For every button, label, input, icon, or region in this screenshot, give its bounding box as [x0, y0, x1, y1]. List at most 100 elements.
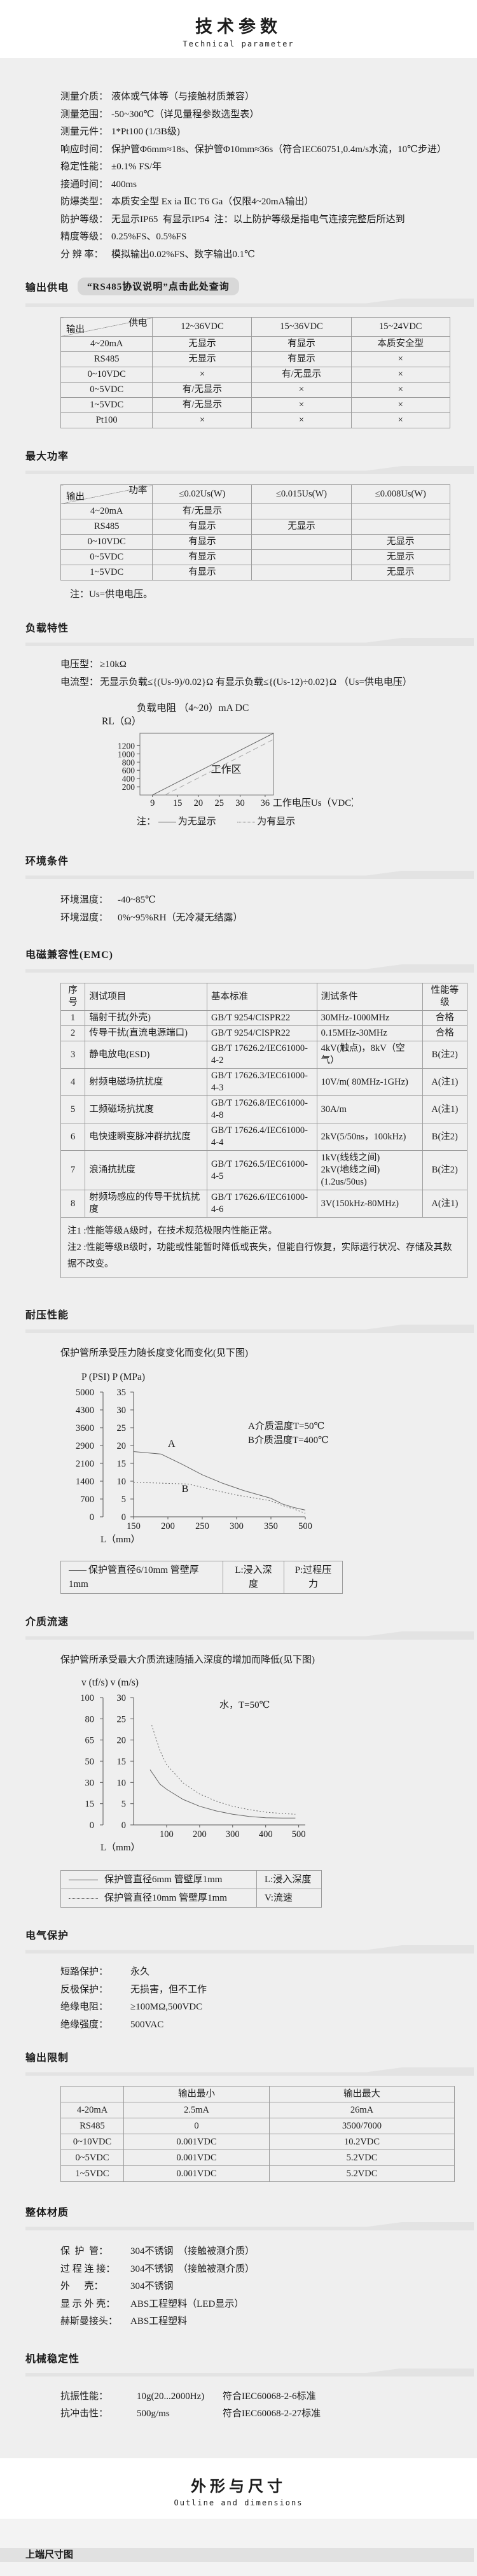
table-cell: 有显示 [152, 565, 252, 581]
section-title-limits: 输出限制 [25, 2053, 69, 2064]
spec-label: 防护等级： [60, 214, 109, 225]
spec-value: 0.25%FS、0.5%FS [111, 232, 187, 242]
svg-text:5: 5 [121, 1799, 126, 1810]
table-cell: 有/无显示 [152, 397, 252, 413]
spec-label: 接通时间： [60, 179, 109, 190]
table-cell: 0~5VDC [60, 2150, 125, 2166]
outline-section-header: 外形与尺寸 Outline and dimensions [0, 2458, 477, 2519]
svg-text:10: 10 [117, 1477, 127, 1487]
table-cell: GB/T 17626.6/IEC61000-4-6 [207, 1190, 317, 1218]
table-cell: B(注2) [422, 1150, 468, 1190]
svg-text:600: 600 [122, 766, 135, 775]
svg-text:15: 15 [85, 1799, 95, 1810]
table-cell [251, 565, 352, 581]
spec-value: 1*Pt100 (1/3B级) [111, 127, 180, 137]
spec-label: 稳定性能： [60, 162, 109, 172]
general-parameter-list: 测量介质： 液体或气体等（与接触材质兼容） 测量范围： -50~300℃（详见量程参数… [60, 88, 477, 264]
table-cell: × [350, 397, 451, 413]
pressure-chart-title: P (PSI) P (MPa) [81, 1372, 146, 1383]
corner-bottom-left-label: 输出 [66, 492, 85, 502]
spec-row: 环境湿度： 0%~95%RH（无冷凝无结露） [60, 910, 477, 927]
spec-row: 绝缘强度： 500VAC [60, 2016, 477, 2034]
table-cell: 0.15MHz-30MHz [316, 1025, 423, 1041]
flow-chart-legend-table: 保护管直径6mm 管壁厚1mm L:浸入深度 保护管直径10mm 管壁厚1mm V:流… [60, 1870, 322, 1908]
table-cell: RS485 [60, 351, 153, 367]
table-header-cell: 测试项目 [85, 983, 208, 1011]
table-cell: 0~10VDC [60, 2134, 125, 2150]
table-cell: 10.2VDC [269, 2134, 455, 2150]
table-cell: 无显示 [350, 549, 451, 565]
spec-extra: 符合IEC60068-2-6标准 [223, 2391, 316, 2402]
svg-text:9: 9 [150, 798, 155, 808]
table-header-cell: 输出最大 [269, 2086, 455, 2102]
section-title-output-supply: 输出供电 [25, 283, 69, 293]
table-cell: B(注2) [422, 1123, 468, 1151]
svg-text:20: 20 [117, 1736, 127, 1746]
svg-text:700: 700 [80, 1495, 94, 1505]
svg-text:200: 200 [193, 1829, 207, 1840]
spec-label: 绝缘强度： [60, 2019, 109, 2030]
rs485-protocol-link-button[interactable]: “RS485协议说明”点击此处查询 [78, 278, 239, 295]
table-cell: GB/T 17626.5/IEC61000-4-5 [207, 1150, 317, 1190]
table-cell [350, 519, 451, 535]
table-cell: A(注1) [422, 1068, 468, 1096]
section-title-environment: 环境条件 [25, 856, 69, 867]
table-cell: 有/无显示 [251, 367, 352, 383]
table-cell: 0.001VDC [123, 2150, 270, 2166]
table-row: 0~5VDC 有显示 无显示 [60, 549, 451, 565]
svg-text:水，T=50℃: 水，T=50℃ [219, 1700, 270, 1710]
svg-text:5: 5 [121, 1495, 126, 1505]
svg-text:35: 35 [117, 1388, 127, 1398]
spec-value: 10g(20...2000Hz) [137, 2391, 205, 2402]
spec-label: 短路保护： [60, 1967, 109, 1977]
spec-label: 反极保护： [60, 1984, 109, 1995]
emc-test-table: 序号 测试项目 基本标准 测试条件 性能等级 1 辐射干扰(外壳) GB/T 9254/CIS… [60, 983, 468, 1278]
section-band-decoration [25, 2067, 474, 2076]
spec-value: -50~300℃（详见量程参数选型表） [111, 109, 259, 120]
table-cell: 4 [60, 1068, 86, 1096]
spec-extra: （接触被测介质） [173, 2246, 255, 2256]
spec-label: 测量元件： [60, 127, 109, 137]
table-cell: GB/T 17626.2/IEC61000-4-2 [207, 1041, 317, 1069]
spec-extra: 符合IEC60068-2-27标准 [223, 2409, 321, 2419]
spec-row: 分 辨 率： 模拟输出0.02%FS、数字输出0.1℃ [60, 246, 477, 264]
svg-text:B: B [182, 1484, 189, 1495]
spec-value: 保护管Φ6mm≈18s、保护管Φ10mm≈36s（符合IEC60751,0.4m… [111, 144, 446, 155]
section-band-decoration [25, 1325, 474, 1333]
flow-description: 保护管所承受最大介质流速随插入深度的增加而降低(见下图) [60, 1655, 315, 1665]
table-cell: 0~5VDC [60, 382, 153, 398]
materials-spec-list: 保 护 管： 304不锈钢 （接触被测介质） 过 程 连 接： 304不锈钢 （接触被… [60, 2243, 477, 2331]
table-cell: GB/T 17626.8/IEC61000-4-8 [207, 1095, 317, 1123]
svg-text:A: A [168, 1439, 176, 1449]
table-row: 3 静电放电(ESD) GB/T 17626.2/IEC61000-4-2 4kV(触… [60, 1041, 468, 1069]
solid-line-sample-icon [69, 1570, 86, 1572]
table-cell: 有显示 [152, 534, 252, 550]
svg-text:50: 50 [85, 1757, 95, 1767]
table-cell: GB/T 9254/CISPR22 [207, 1010, 317, 1026]
svg-text:0: 0 [121, 1820, 126, 1831]
spec-row: 电压型： ≥10kΩ [60, 656, 477, 674]
table-cell: × [251, 397, 352, 413]
table-cell: 0.001VDC [123, 2134, 270, 2150]
legend-cell: 保护管直径6/10mm 管壁厚1mm [60, 1561, 223, 1594]
spec-row: 测量介质： 液体或气体等（与接触材质兼容） [60, 88, 477, 106]
table-cell: 4~20mA [60, 503, 153, 519]
corner-top-right-label: 功率 [128, 486, 148, 496]
table-row: 1~5VDC 0.001VDC 5.2VDC [60, 2165, 455, 2182]
spec-row: 测量范围： -50~300℃（详见量程参数选型表） [60, 106, 477, 124]
table-cell: × [152, 367, 252, 383]
svg-text:1000: 1000 [118, 749, 135, 759]
load-chart-y-axis-label: RL（Ω） [102, 716, 142, 727]
svg-text:25: 25 [117, 1423, 127, 1433]
table-cell: × [350, 351, 451, 367]
svg-text:30: 30 [117, 1693, 127, 1703]
svg-text:300: 300 [226, 1829, 240, 1840]
svg-text:A介质温度T=50℃: A介质温度T=50℃ [248, 1421, 324, 1432]
table-cell: GB/T 17626.4/IEC61000-4-4 [207, 1123, 317, 1151]
table-header-cell: 输出最小 [123, 2086, 270, 2102]
section-title-emc: 电磁兼容性(EMC) [25, 950, 113, 961]
spec-label: 显 示 外 壳： [60, 2298, 116, 2309]
power-table-note: 注：Us=供电电压。 [70, 589, 153, 600]
